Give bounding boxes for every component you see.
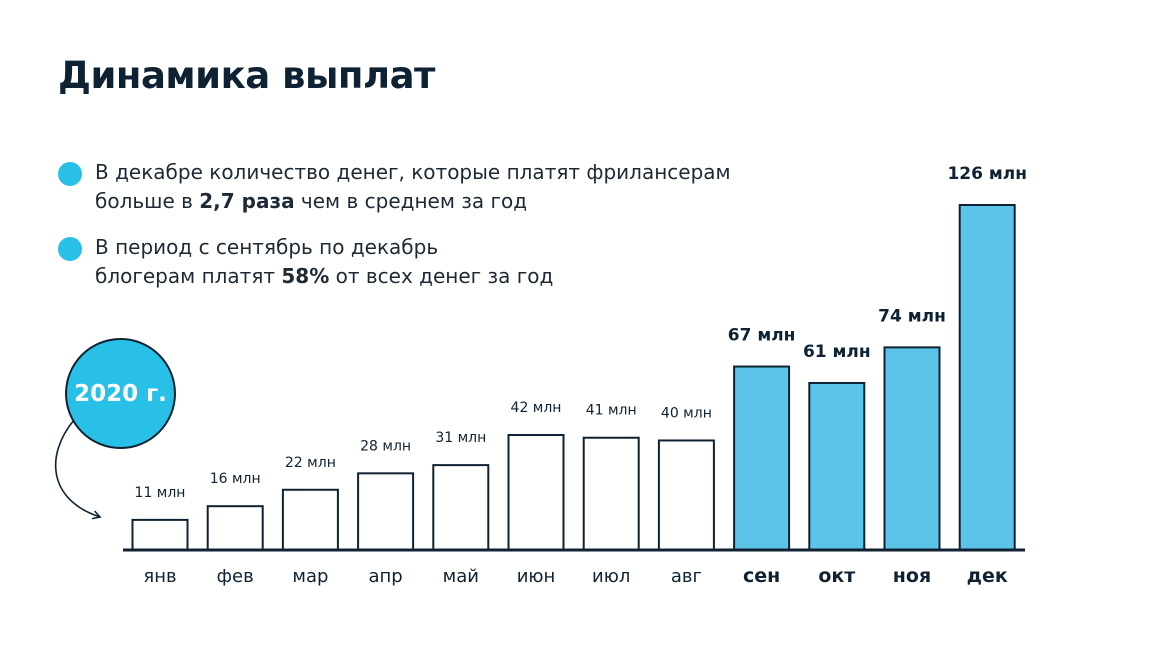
year-badge-label: 2020 г. — [74, 380, 167, 407]
category-label-8: авг — [671, 566, 702, 587]
category-label-1: янв — [143, 566, 176, 587]
category-label-5: май — [443, 566, 479, 587]
bullet-text-2-post: от всех денег за год — [329, 264, 554, 288]
bar-4 — [357, 472, 415, 552]
bullet-highlight-1: 2,7 раза — [199, 189, 295, 213]
bar-7 — [582, 436, 640, 551]
category-label-3: мар — [292, 566, 328, 587]
bullet-line-2-1: В период с сентябрь по декабрь — [95, 235, 439, 259]
year-badge: 2020 г. — [65, 338, 176, 449]
bullet-line-1-1: В декабре количество денег, которые плат… — [95, 160, 731, 184]
category-label-9: сен — [743, 565, 780, 587]
bullet-highlight-2: 58% — [281, 264, 330, 288]
chart-title: Динамика выплат — [58, 54, 436, 97]
bullet-text-1-post: чем в среднем за год — [294, 189, 528, 213]
value-label-11: 74 млн — [878, 306, 946, 326]
bar-8 — [657, 439, 715, 552]
category-label-7: июл — [592, 566, 630, 587]
value-label-12: 126 млн — [947, 164, 1027, 184]
bar-9 — [733, 365, 791, 551]
bar-1 — [131, 518, 189, 552]
bar-3 — [281, 488, 339, 551]
category-label-10: окт — [818, 565, 855, 587]
bar-10 — [808, 381, 866, 551]
category-label-6: июн — [517, 566, 556, 587]
bar-11 — [883, 346, 941, 551]
bar-12 — [958, 204, 1016, 551]
bullet-dot-icon — [58, 162, 82, 186]
value-label-4: 28 млн — [360, 438, 411, 454]
value-label-7: 41 млн — [586, 403, 637, 419]
value-label-3: 22 млн — [285, 455, 336, 471]
bullet-dot-icon — [58, 237, 82, 261]
value-label-2: 16 млн — [210, 471, 261, 487]
bar-5 — [432, 464, 490, 551]
bullet-text-1-pre: больше в — [95, 189, 200, 213]
value-label-9: 67 млн — [728, 326, 796, 346]
value-label-1: 11 млн — [135, 485, 186, 501]
bullet-line-2-2: блогерам платят 58% от всех денег за год — [95, 262, 553, 291]
value-label-10: 61 млн — [803, 342, 871, 362]
category-label-2: фев — [217, 566, 254, 587]
value-label-6: 42 млн — [511, 400, 562, 416]
bullet-item-1: В декабре количество денег, которые плат… — [58, 158, 731, 216]
category-label-4: апр — [368, 566, 402, 587]
value-label-8: 40 млн — [661, 405, 712, 421]
arrow-icon — [54, 419, 102, 520]
bullet-item-2: В период с сентябрь по декабрь блогерам … — [58, 233, 553, 291]
bullet-text-2-pre: блогерам платят — [95, 264, 282, 288]
bar-6 — [507, 434, 565, 551]
category-label-12: дек — [967, 565, 1008, 587]
value-label-5: 31 млн — [435, 430, 486, 446]
bar-2 — [206, 505, 264, 552]
bullet-line-1-2: больше в 2,7 раза чем в среднем за год — [95, 187, 731, 216]
category-label-11: ноя — [893, 565, 931, 587]
bars-group: 11 млн янв 16 млн фев 22 млн мар 28 млн апр 31 м… — [131, 164, 1027, 587]
